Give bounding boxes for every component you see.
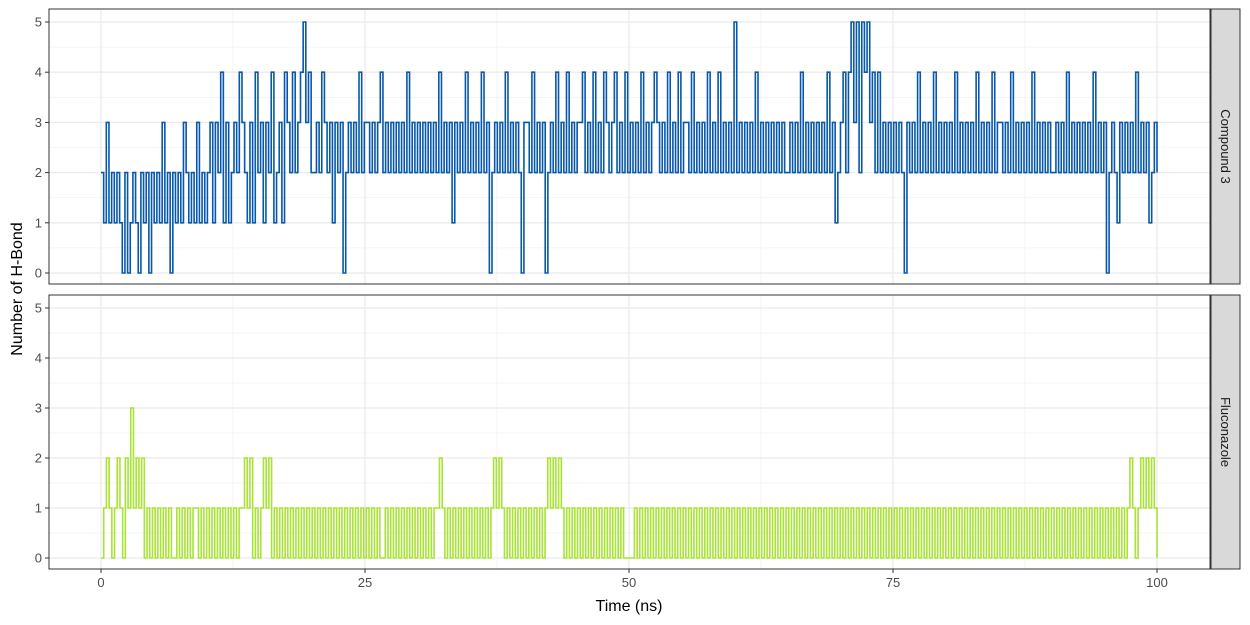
panel-compound-3: 0 1 2 3 4 5 Compound 3 <box>35 8 1241 285</box>
x-tick-label: 100 <box>1146 575 1168 590</box>
y-axis-title: Number of H-Bond <box>9 222 26 355</box>
series-line-compound-3 <box>101 21 1158 274</box>
y-tick-label: 4 <box>35 351 42 366</box>
panel-border <box>48 8 1211 285</box>
facet-strip <box>1210 294 1241 570</box>
facet-strip <box>1210 8 1241 285</box>
facet-strip-label: Compound 3 <box>1218 109 1233 183</box>
panel-fluconazole: 0 1 2 3 4 5 Fluconazole 0 25 50 75 100 <box>35 294 1241 590</box>
x-tick-label: 75 <box>886 575 900 590</box>
y-tick-label: 5 <box>35 15 42 30</box>
y-tick-label: 0 <box>35 551 42 566</box>
series-line-fluconazole <box>101 407 1158 559</box>
x-tick-label: 0 <box>97 575 104 590</box>
facet-strip-label: Fluconazole <box>1218 397 1233 467</box>
y-tick-label: 4 <box>35 65 42 80</box>
y-tick-label: 3 <box>35 115 42 130</box>
y-tick-label: 1 <box>35 501 42 516</box>
x-tick-label: 50 <box>622 575 636 590</box>
y-tick-label: 1 <box>35 215 42 230</box>
y-tick-label: 0 <box>35 266 42 281</box>
x-axis-title: Time (ns) <box>596 598 663 615</box>
y-tick-label: 3 <box>35 401 42 416</box>
y-tick-label: 2 <box>35 165 42 180</box>
x-tick-label: 25 <box>358 575 372 590</box>
y-tick-label: 5 <box>35 301 42 316</box>
y-tick-label: 2 <box>35 451 42 466</box>
